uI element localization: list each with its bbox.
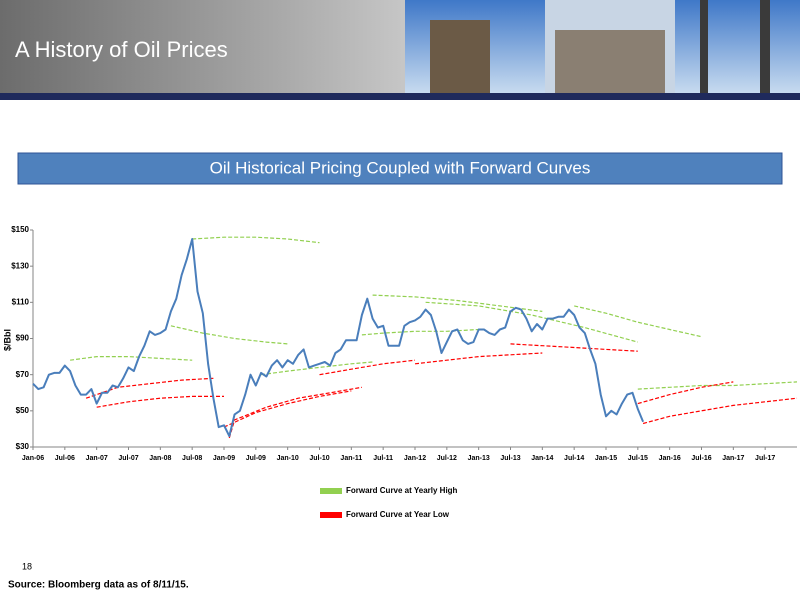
- y-tick-label: $90: [16, 334, 30, 343]
- x-tick-label: Jul-12: [437, 455, 457, 462]
- x-tick-label: Jan-15: [595, 455, 617, 462]
- x-tick-label: Jan-16: [659, 455, 681, 462]
- forward-curve: [425, 301, 638, 343]
- x-tick-label: Jul-07: [118, 455, 138, 462]
- x-tick-label: Jul-13: [500, 455, 520, 462]
- forward-curve: [261, 361, 373, 376]
- y-axis-label: $/Bbl: [2, 329, 12, 351]
- forward-curve: [223, 390, 352, 428]
- banner-box: [17, 152, 783, 185]
- forward-curve: [96, 395, 224, 408]
- x-tick-label: Jan-09: [213, 455, 235, 462]
- x-tick-label: Jan-08: [149, 455, 171, 462]
- forward-curve: [574, 305, 702, 338]
- header-photo-refinery: [555, 30, 665, 94]
- x-tick-label: Jan-12: [404, 455, 426, 462]
- x-tick-label: Jul-06: [55, 455, 75, 462]
- legend-label: Forward Curve at Year Low: [346, 510, 450, 519]
- forward-curve: [372, 294, 543, 312]
- x-tick-label: Jan-13: [468, 455, 490, 462]
- y-tick-label: $50: [16, 406, 30, 415]
- x-tick-label: Jan-11: [340, 455, 362, 462]
- forward-curve: [85, 377, 214, 399]
- x-tick-label: Jul-14: [564, 455, 584, 462]
- legend-swatch: [320, 512, 342, 518]
- x-tick-label: Jan-06: [22, 455, 44, 462]
- header-photo-rig: [760, 0, 770, 94]
- forward-curve: [414, 352, 543, 365]
- y-tick-label: $70: [16, 370, 30, 379]
- x-tick-label: Jan-10: [277, 455, 299, 462]
- legend-swatch: [320, 488, 342, 494]
- source-note: Source: Bloomberg data as of 8/11/15.: [8, 580, 189, 591]
- x-tick-label: Jan-07: [86, 455, 108, 462]
- y-tick-label: $110: [12, 297, 30, 306]
- x-tick-label: Jul-10: [309, 455, 329, 462]
- forward-curve: [637, 381, 798, 390]
- forward-curve: [228, 386, 363, 439]
- forward-curve: [170, 325, 288, 345]
- header-photo-worker: [430, 20, 490, 94]
- x-tick-label: Jul-11: [373, 455, 393, 462]
- x-tick-label: Jul-16: [691, 455, 711, 462]
- x-tick-label: Jul-08: [182, 455, 202, 462]
- legend-label: Forward Curve at Yearly High: [346, 486, 458, 495]
- x-tick-label: Jul-09: [246, 455, 266, 462]
- y-tick-label: $30: [16, 442, 30, 451]
- forward-curve: [319, 359, 416, 376]
- x-tick-label: Jan-17: [722, 455, 744, 462]
- forward-curve: [642, 397, 798, 425]
- plot-area: $30 $50 $70 $90 $110 $130 $150 Jan-06 Jul-06 Jan-…: [11, 225, 798, 519]
- x-tick-label: Jan-14: [531, 455, 553, 462]
- banner-title: Oil Historical Pricing Coupled with Forw…: [210, 158, 591, 177]
- forward-curve: [637, 381, 734, 405]
- forward-curve: [510, 343, 638, 352]
- header-photo-rig: [700, 0, 708, 94]
- forward-curve: [70, 356, 193, 361]
- forward-curve: [361, 328, 479, 336]
- price-line: [32, 238, 645, 438]
- x-tick-label: Jul-15: [628, 455, 648, 462]
- header-strip: [0, 93, 800, 100]
- slide-title: A History of Oil Prices: [15, 37, 228, 62]
- y-tick-label: $130: [11, 261, 29, 270]
- forward-curve: [192, 236, 320, 244]
- page-number: 18: [22, 561, 32, 571]
- y-tick-label: $150: [11, 225, 29, 234]
- x-tick-label: Jul-17: [755, 455, 775, 462]
- header-photo: [675, 0, 800, 94]
